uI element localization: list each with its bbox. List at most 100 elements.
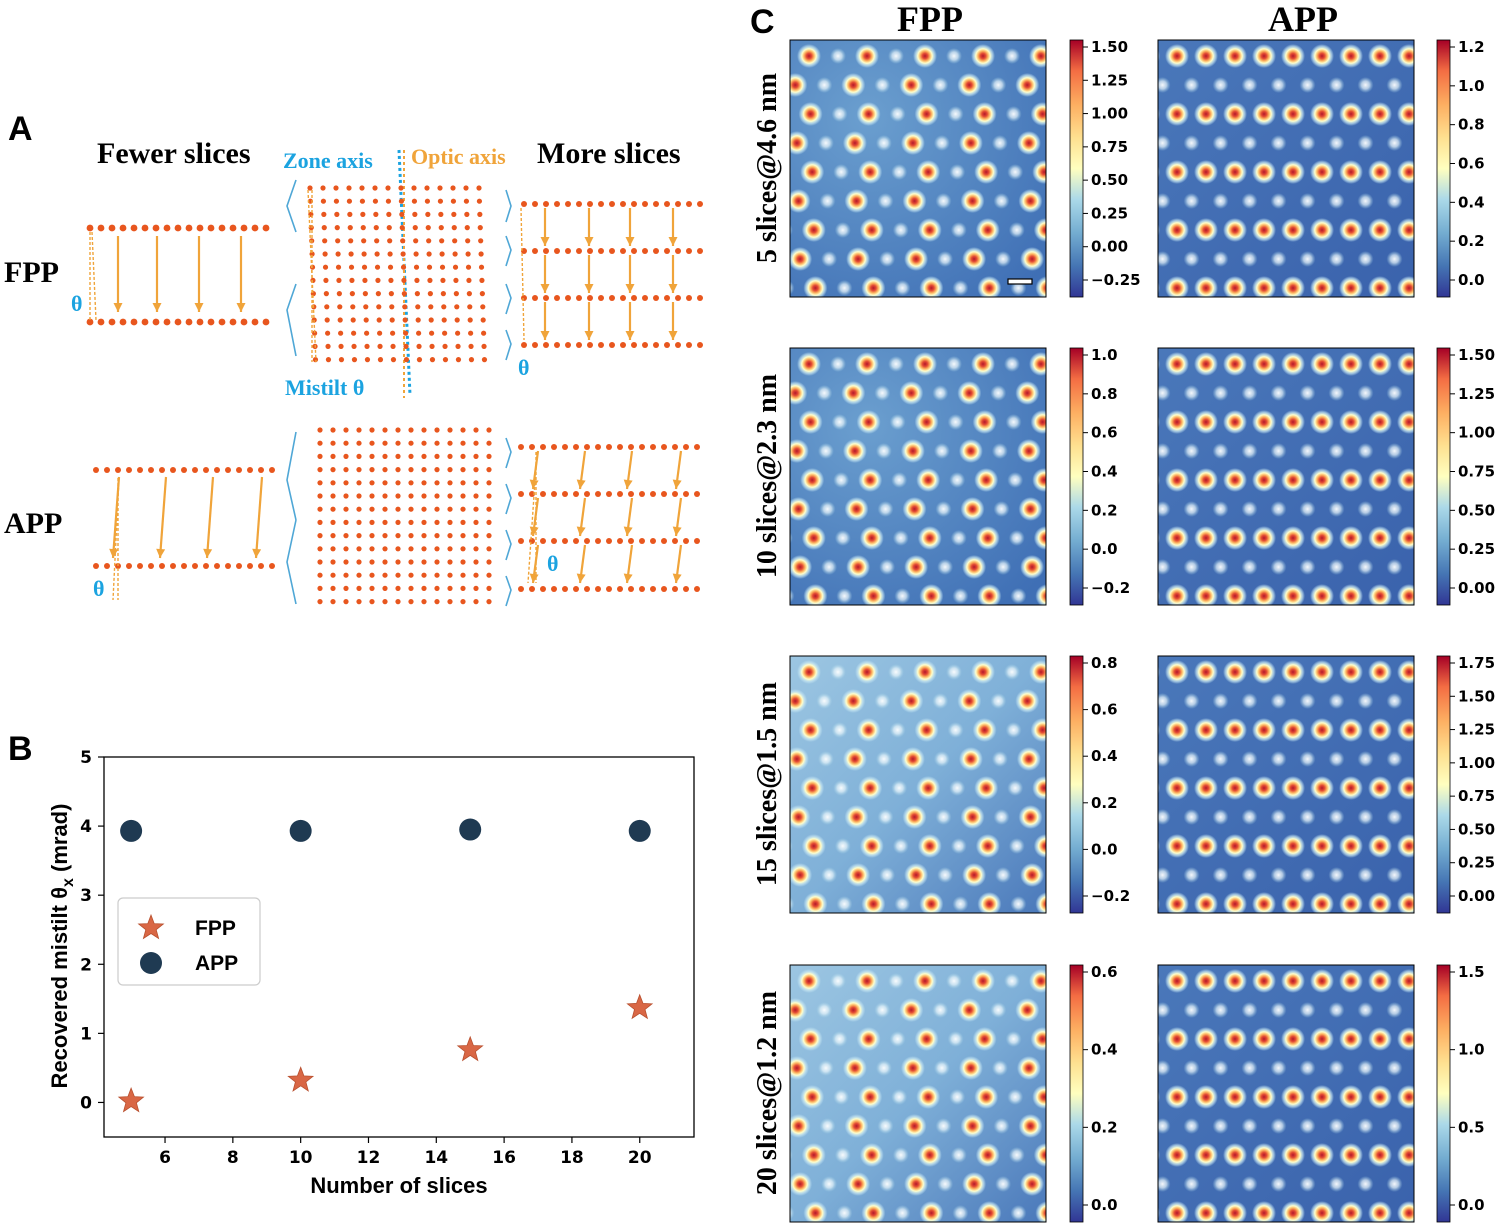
app-crystal-atom — [382, 427, 388, 433]
app-crystal-atom — [473, 519, 479, 526]
atom-column — [1328, 1002, 1345, 1018]
atom-column — [800, 776, 825, 800]
atom-column — [848, 921, 872, 945]
atom-column — [947, 106, 964, 122]
app-more-atom — [617, 538, 623, 544]
atom-column — [1212, 501, 1229, 517]
fpp-crystal-atom — [401, 277, 407, 283]
fpp-fewer-top-atom — [130, 224, 138, 232]
colorbar-tick-label: 1.50 — [1091, 38, 1128, 56]
atom-column — [1416, 635, 1432, 651]
fpp-crystal-atom — [333, 185, 339, 191]
app-crystal-atom — [369, 440, 375, 446]
fpp-more-atom — [554, 342, 560, 348]
fpp-point — [456, 1035, 484, 1062]
app-crystal-atom — [330, 467, 336, 473]
atom-column — [1047, 327, 1063, 343]
atom-column — [816, 1002, 833, 1018]
app-more-atom — [540, 491, 546, 497]
app-crystal-atom — [486, 572, 492, 578]
atom-column — [817, 751, 834, 767]
atom-column — [1165, 468, 1189, 492]
colorbar-tick-label: 0.75 — [1091, 138, 1128, 156]
fpp-crystal-atom — [480, 317, 486, 323]
atom-column — [1252, 44, 1276, 68]
atom-column — [1158, 385, 1171, 401]
fpp-crystal-atom — [307, 185, 313, 191]
atom-column — [1050, 443, 1066, 459]
atom-column — [1184, 309, 1200, 325]
atom-column — [1386, 77, 1403, 93]
app-more-arrow-head — [529, 573, 539, 583]
atom-column — [989, 635, 1005, 651]
atom-column — [1357, 443, 1374, 459]
colorbar-tick-label: 0.00 — [1458, 887, 1495, 905]
atom-column — [1018, 1114, 1043, 1138]
app-crystal-atom — [473, 506, 479, 512]
atom-column — [1368, 1027, 1392, 1051]
fpp-crystal-atom — [347, 211, 353, 217]
atom-column — [1165, 892, 1189, 913]
scale-bar — [1007, 278, 1033, 285]
app-crystal-atom — [395, 559, 401, 565]
fpp-crystal-atom — [321, 225, 327, 231]
atom-column — [1212, 751, 1229, 767]
atom-column — [1158, 443, 1171, 459]
atom-column — [1270, 385, 1287, 401]
app-crystal-atom — [421, 467, 427, 473]
atom-column — [1048, 385, 1064, 401]
app-crystal-atom — [447, 480, 453, 486]
fpp-fewer-top-atom — [141, 224, 149, 232]
fpp-crystal-atom — [335, 264, 342, 270]
atom-column — [919, 584, 944, 605]
fpp-crystal-atom — [346, 185, 352, 191]
fpp-crystal-atom — [336, 277, 342, 283]
atom-column — [801, 218, 826, 242]
fpp-crystal-atom — [476, 185, 482, 191]
fpp-crystal-atom — [450, 185, 456, 191]
atom-column — [844, 1114, 869, 1138]
atom-column — [1035, 584, 1046, 605]
fpp-crystal-atom — [390, 343, 396, 349]
fpp-more-atom — [631, 342, 637, 348]
app-crystal-atom — [473, 599, 479, 605]
app-fewer-bottom-atom — [148, 563, 154, 569]
fpp-crystal-atom — [478, 264, 485, 270]
fpp-crystal-atom — [415, 317, 421, 323]
atom-column — [975, 526, 1000, 550]
atom-column — [1270, 1176, 1287, 1192]
app-crystal-atom — [434, 572, 440, 578]
app-fewer-top-atom — [181, 467, 187, 473]
atom-column — [1300, 327, 1316, 343]
atom-column — [1368, 218, 1392, 242]
app-crystal-atom — [395, 480, 401, 486]
app-crystal-atom — [369, 599, 375, 605]
app-crystal-atom — [317, 506, 323, 512]
fpp-crystal-atom — [413, 264, 420, 270]
fpp-more-atom — [686, 295, 692, 301]
app-crystal-atom — [486, 506, 492, 512]
atom-column — [894, 588, 911, 604]
app-more-atom — [683, 491, 689, 497]
atom-column — [1158, 809, 1171, 825]
fpp-crystal-atom — [375, 291, 381, 297]
atom-column — [1416, 327, 1432, 343]
app-crystal-atom — [447, 519, 453, 526]
atom-column — [995, 867, 1012, 883]
atom-column — [841, 689, 866, 713]
app-crystal-atom — [395, 467, 401, 473]
atom-column — [958, 439, 983, 463]
app-more-atom — [694, 586, 700, 592]
atom-column — [790, 921, 814, 945]
atom-column — [991, 751, 1008, 767]
atom-column — [1310, 1027, 1334, 1051]
atom-column — [1310, 526, 1334, 550]
fpp-more-atom — [554, 295, 560, 301]
fpp-crystal-atom — [360, 225, 366, 231]
app-crystal-atom — [330, 440, 336, 446]
atom-column — [1029, 660, 1046, 684]
atom-column — [1397, 1027, 1414, 1051]
atom-column — [1416, 693, 1432, 709]
app-crystal-atom — [486, 427, 492, 433]
atom-column — [834, 222, 851, 238]
